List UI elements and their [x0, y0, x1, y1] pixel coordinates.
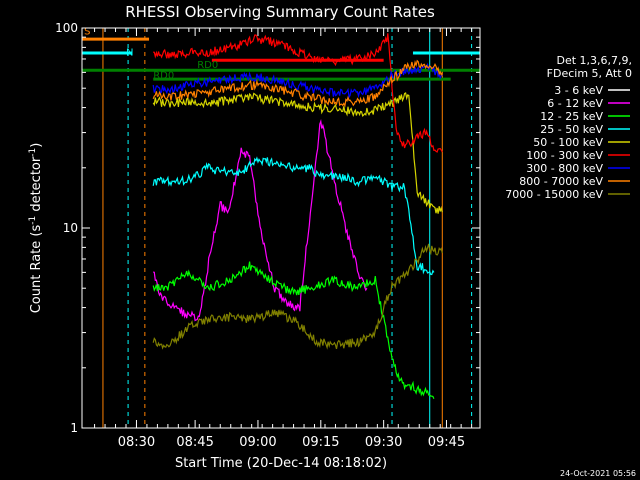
x-tick-label-09-30: 09:30: [365, 435, 402, 450]
x-tick-label-08-30: 08:30: [118, 435, 155, 450]
annotation-1: S: [84, 26, 90, 37]
series-line-7000-15000-kev: [152, 243, 443, 350]
series-line-12-25-kev: [152, 261, 435, 400]
annotation-2: N: [126, 47, 133, 58]
legend-label-12-25-kev: 12 - 25 keV: [540, 110, 603, 123]
series-line-50-100-kev: [152, 92, 443, 214]
annotation-3: RD0: [197, 60, 218, 71]
legend-label-3-6-kev: 3 - 6 keV: [554, 84, 603, 97]
series-line-100-300-kev: [153, 33, 443, 153]
annotation-4: RD0: [153, 70, 174, 81]
legend-label-50-100-kev: 50 - 100 keV: [533, 136, 603, 149]
y-tick-label-10: 10: [63, 221, 78, 235]
axes: 1 10 100 08:30 08:45 09:00 09:15 09:30 09:45: [55, 21, 480, 450]
legend-label-300-800-kev: 300 - 800 keV: [526, 162, 603, 175]
y-axis-label-mid: detector: [29, 156, 44, 216]
series-line-6-12-kev: [153, 119, 368, 322]
y-axis-label-sup1: -1: [28, 216, 38, 225]
x-axis-label: Start Time (20-Dec-14 08:18:02): [175, 456, 387, 471]
y-axis-label-sup2: -1: [28, 148, 38, 157]
plot-area: S N RD0 RD0: [81, 26, 481, 429]
series-line-25-50-kev: [152, 156, 435, 276]
x-tick-label-09-15: 09:15: [302, 435, 339, 450]
x-tick-label-09-45: 09:45: [428, 435, 465, 450]
legend-label-800-7000-kev: 800 - 7000 keV: [519, 175, 603, 188]
y-axis-label-end: ): [29, 143, 44, 148]
series-line-3-6-kev: [153, 122, 385, 283]
legend-label-7000-15000-kev: 7000 - 15000 keV: [505, 188, 603, 201]
legend-label-6-12-kev: 6 - 12 keV: [547, 97, 603, 110]
series-line-800-7000-kev: [152, 59, 443, 108]
legend-header-line-2: FDecim 5, Att 0: [547, 67, 632, 80]
y-tick-label-100: 100: [55, 21, 78, 35]
annotations: S N RD0 RD0: [84, 26, 218, 81]
legend-label-100-300-kev: 100 - 300 keV: [526, 149, 603, 162]
chart-title: RHESSI Observing Summary Count Rates: [125, 3, 435, 21]
legend-header-line-1: Det 1,3,6,7,9,: [556, 54, 632, 67]
footer-timestamp: 24-Oct-2021 05:56: [560, 469, 636, 478]
y-tick-label-1: 1: [70, 421, 78, 435]
x-tick-label-08-45: 08:45: [176, 435, 213, 450]
y-axis-label-main: Count Rate (s: [29, 225, 44, 314]
series-lines: [152, 33, 443, 400]
y-axis-label: Count Rate (s-1 detector-1): [28, 143, 44, 314]
legend: Det 1,3,6,7,9, FDecim 5, Att 0 3 - 6 keV…: [505, 54, 632, 201]
x-tick-label-09-00: 09:00: [239, 435, 276, 450]
legend-label-25-50-kev: 25 - 50 keV: [540, 123, 603, 136]
